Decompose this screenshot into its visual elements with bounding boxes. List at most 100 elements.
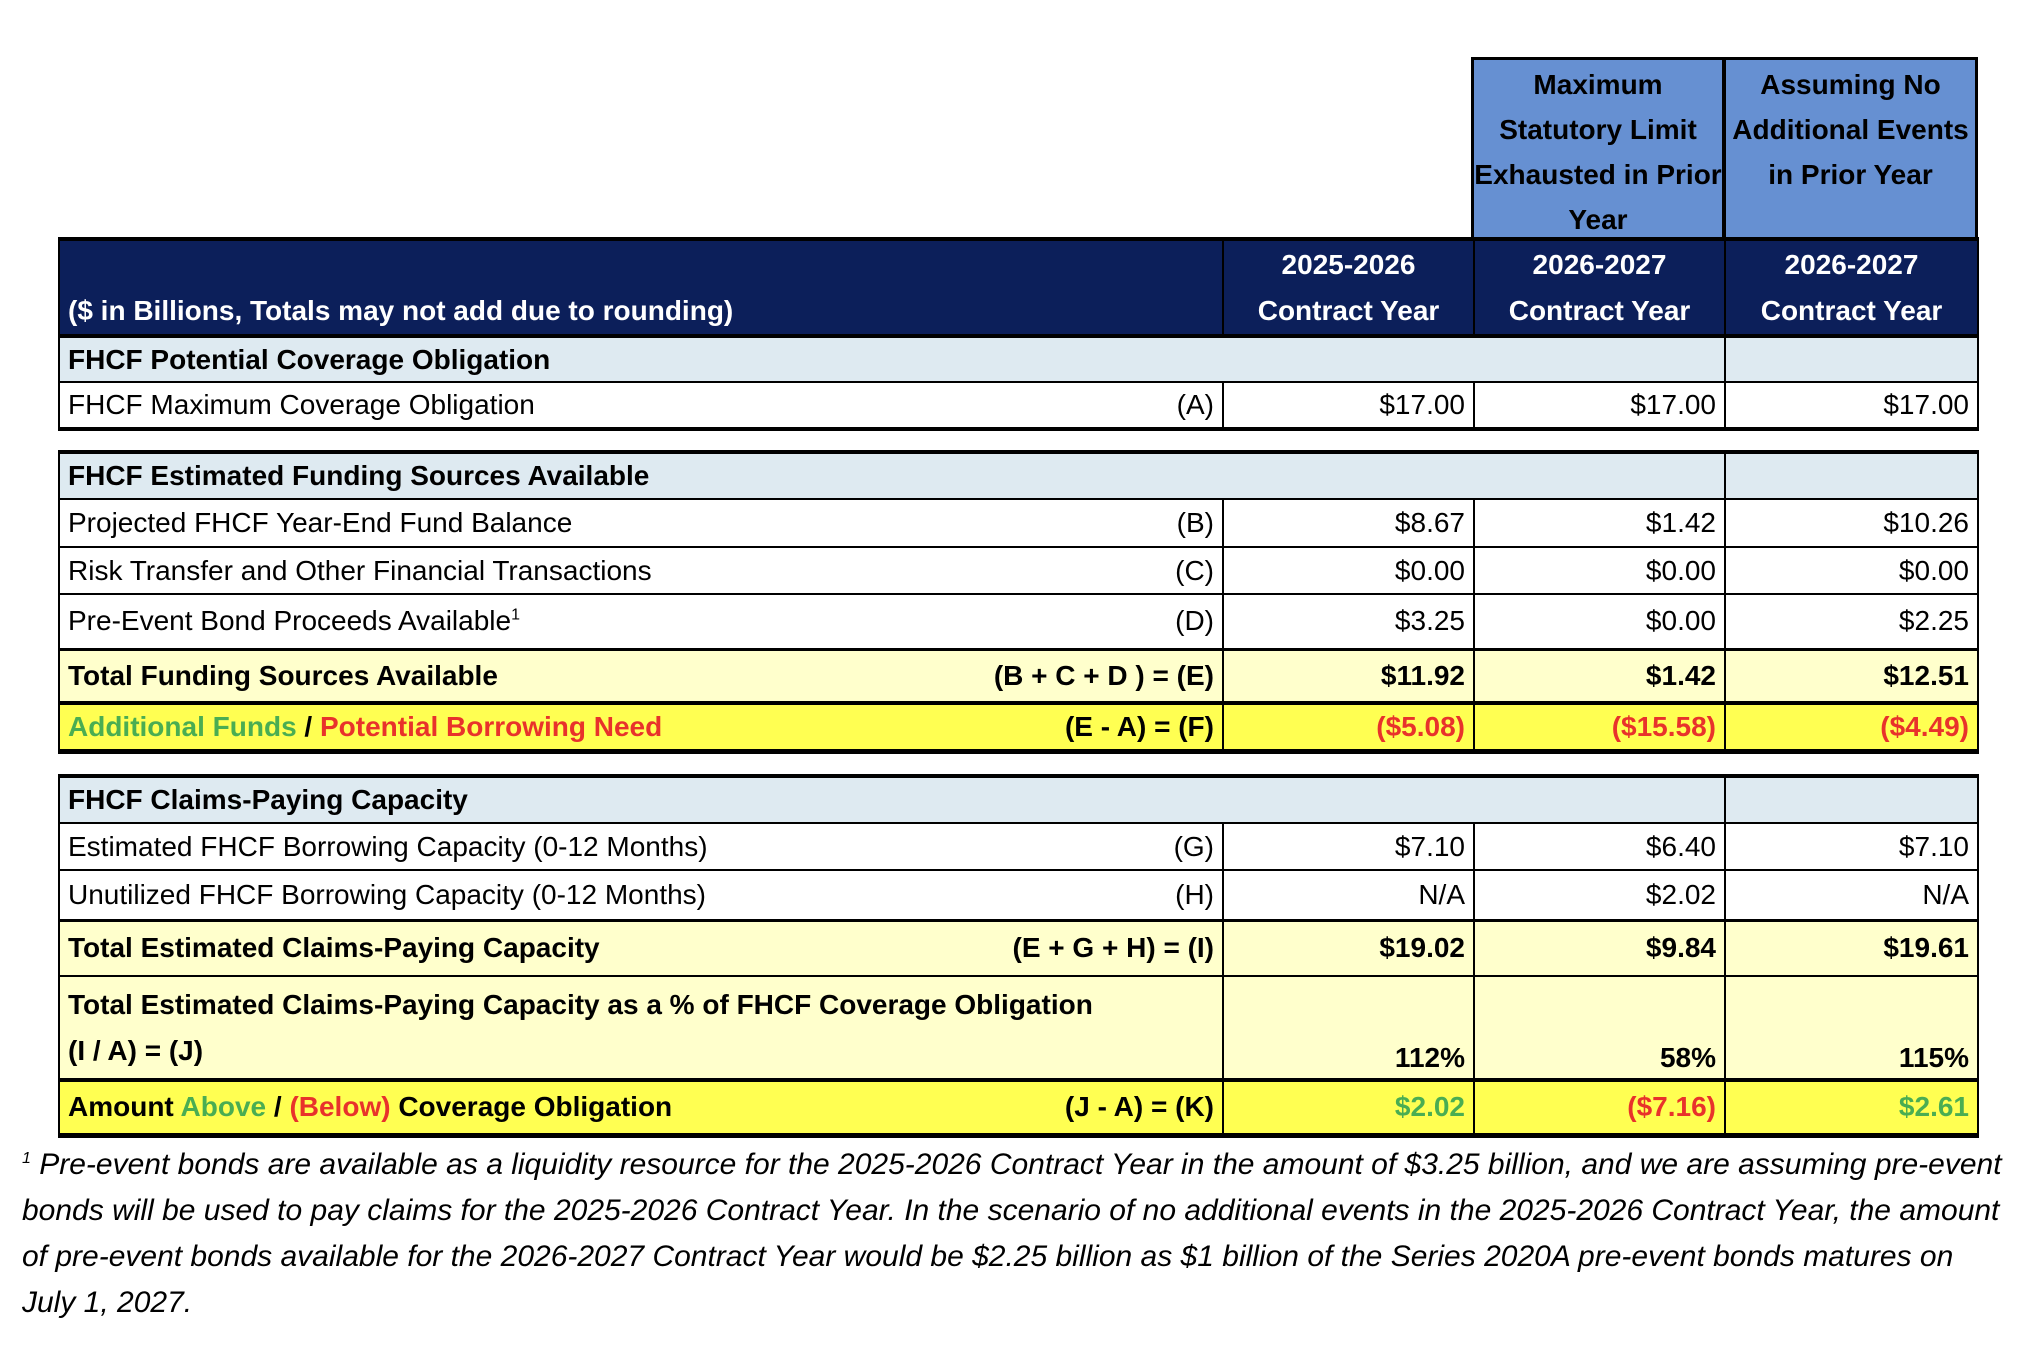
row-label: FHCF Maximum Coverage Obligation xyxy=(68,389,535,420)
total-row: Total Funding Sources Available (B + C + … xyxy=(58,648,1979,704)
label-suffix: Coverage Obligation xyxy=(398,1091,673,1123)
row-label-cell: Total Funding Sources Available (B + C + … xyxy=(58,648,1224,704)
empty-cell xyxy=(1724,451,1979,500)
row-code: (B) xyxy=(1176,507,1214,538)
table-row: Projected FHCF Year-End Fund Balance (B) … xyxy=(58,498,1979,548)
table-row: Unutilized FHCF Borrowing Capacity (0-12… xyxy=(58,869,1979,921)
value-cell: $0.00 xyxy=(1724,546,1979,595)
row-label-cell: FHCF Maximum Coverage Obligation (A) xyxy=(58,381,1224,430)
column-header-1: 2025-2026 Contract Year xyxy=(1222,238,1475,337)
row-label-cell: Projected FHCF Year-End Fund Balance (B) xyxy=(58,498,1224,548)
footnote-text: Pre-event bonds are available as a liqui… xyxy=(22,1148,2002,1319)
row-label: Amount Above / (Below) Coverage Obligati… xyxy=(68,1091,672,1123)
row-label-cell: Total Estimated Claims-Paying Capacity a… xyxy=(58,975,1224,1081)
table-row: Estimated FHCF Borrowing Capacity (0-12 … xyxy=(58,822,1979,871)
value-cell: $10.26 xyxy=(1724,498,1979,548)
value-cell: $1.42 xyxy=(1473,648,1726,704)
empty-cell xyxy=(1724,775,1979,824)
row-label: Total Estimated Claims-Paying Capacity a… xyxy=(68,988,1093,1020)
row-label: Pre-Event Bond Proceeds Available1 xyxy=(68,605,520,637)
row-label-cell: Unutilized FHCF Borrowing Capacity (0-12… xyxy=(58,869,1224,921)
percent-row: Total Estimated Claims-Paying Capacity a… xyxy=(58,975,1979,1081)
value-cell: N/A xyxy=(1724,869,1979,921)
positive-label: Additional Funds xyxy=(68,710,297,742)
column-header-2: 2026-2027 Contract Year xyxy=(1473,238,1726,337)
value-cell: 115% xyxy=(1724,975,1979,1081)
row-code: (E + G + H) = (I) xyxy=(1012,932,1214,964)
row-label-cell: Estimated FHCF Borrowing Capacity (0-12 … xyxy=(58,822,1224,871)
section-title: FHCF Claims-Paying Capacity xyxy=(58,775,1726,824)
row-label: Unutilized FHCF Borrowing Capacity (0-12… xyxy=(68,878,706,910)
column-years: 2025-2026 xyxy=(1281,249,1416,280)
label-prefix: Amount xyxy=(68,1091,174,1123)
value-cell: $2.61 xyxy=(1724,1079,1979,1136)
row-label: Additional Funds / Potential Borrowing N… xyxy=(68,711,662,743)
claims-paying-table: FHCF Claims-Paying Capacity Estimated FH… xyxy=(58,774,1979,1138)
value-cell: 58% xyxy=(1473,975,1726,1081)
footnote-ref: 1 xyxy=(511,606,520,624)
row-label-cell: Pre-Event Bond Proceeds Available1 (D) xyxy=(58,593,1224,650)
column-years: 2026-2027 xyxy=(1532,249,1667,280)
net-row: Amount Above / (Below) Coverage Obligati… xyxy=(58,1079,1979,1136)
row-code: (I / A) = (J) xyxy=(68,1034,204,1066)
funding-sources-table: FHCF Estimated Funding Sources Available… xyxy=(58,450,1979,754)
value-cell: $11.92 xyxy=(1222,648,1475,704)
row-code: (A) xyxy=(1176,389,1214,420)
separator: / xyxy=(304,710,313,742)
row-code: (J - A) = (K) xyxy=(1064,1091,1214,1123)
value-cell: $17.00 xyxy=(1222,381,1475,430)
row-code: (B + C + D ) = (E) xyxy=(993,659,1214,691)
value-cell: $2.02 xyxy=(1222,1079,1475,1136)
column-header-3: 2026-2027 Contract Year xyxy=(1724,238,1979,337)
footnote: 1 Pre-event bonds are available as a liq… xyxy=(22,1136,2012,1326)
column-label: Contract Year xyxy=(1257,295,1440,326)
table-row: Risk Transfer and Other Financial Transa… xyxy=(58,546,1979,595)
value-cell: $8.67 xyxy=(1222,498,1475,548)
value-cell: $0.00 xyxy=(1473,546,1726,595)
negative-label: Potential Borrowing Need xyxy=(319,710,663,742)
coverage-obligation-table: ($ in Billions, Totals may not add due t… xyxy=(58,237,1979,431)
row-label: Risk Transfer and Other Financial Transa… xyxy=(68,554,652,586)
row-label-cell: Risk Transfer and Other Financial Transa… xyxy=(58,546,1224,595)
row-code: (G) xyxy=(1173,830,1214,862)
table-row: FHCF Maximum Coverage Obligation (A) $17.… xyxy=(58,381,1979,430)
value-cell: $0.00 xyxy=(1473,593,1726,650)
value-cell: $6.40 xyxy=(1473,822,1726,871)
value-cell: $17.00 xyxy=(1473,381,1726,430)
row-label: Total Funding Sources Available xyxy=(68,659,498,691)
column-label: Contract Year xyxy=(1508,295,1691,326)
row-label-cell: Total Estimated Claims-Paying Capacity (E… xyxy=(58,919,1224,977)
section-title-row: FHCF Claims-Paying Capacity xyxy=(58,775,1979,824)
section-title: FHCF Estimated Funding Sources Available xyxy=(58,451,1726,500)
row-code: (H) xyxy=(1175,878,1214,910)
row-label-cell: Additional Funds / Potential Borrowing N… xyxy=(58,702,1224,752)
net-row: Additional Funds / Potential Borrowing N… xyxy=(58,702,1979,752)
value-cell: N/A xyxy=(1222,869,1475,921)
row-label: Projected FHCF Year-End Fund Balance xyxy=(68,507,573,538)
row-label-text: Pre-Event Bond Proceeds Available xyxy=(68,605,512,637)
negative-label: (Below) xyxy=(289,1091,391,1123)
value-cell: $12.51 xyxy=(1724,648,1979,704)
table-header: ($ in Billions, Totals may not add due t… xyxy=(58,238,1979,337)
value-cell: $7.10 xyxy=(1724,822,1979,871)
value-cell: $1.42 xyxy=(1473,498,1726,548)
row-code: (D) xyxy=(1175,605,1214,637)
value-cell: $17.00 xyxy=(1724,381,1979,430)
positive-label: Above xyxy=(180,1091,267,1123)
empty-cell xyxy=(1724,335,1979,383)
value-cell: $7.10 xyxy=(1222,822,1475,871)
row-label: Estimated FHCF Borrowing Capacity (0-12 … xyxy=(68,830,708,862)
row-label: Total Estimated Claims-Paying Capacity xyxy=(68,932,600,964)
value-cell: ($5.08) xyxy=(1222,702,1475,752)
total-row: Total Estimated Claims-Paying Capacity (E… xyxy=(58,919,1979,977)
column-label: Contract Year xyxy=(1760,295,1943,326)
row-code: (C) xyxy=(1175,554,1214,586)
value-cell: $9.84 xyxy=(1473,919,1726,977)
scenario-header-no-events: Assuming No Additional Events in Prior Y… xyxy=(1723,57,1978,237)
value-cell: $3.25 xyxy=(1222,593,1475,650)
table-row: Pre-Event Bond Proceeds Available1 (D) $3… xyxy=(58,593,1979,650)
value-cell: 112% xyxy=(1222,975,1475,1081)
section-title-row: FHCF Estimated Funding Sources Available xyxy=(58,451,1979,500)
separator: / xyxy=(273,1091,282,1123)
value-cell: $19.61 xyxy=(1724,919,1979,977)
